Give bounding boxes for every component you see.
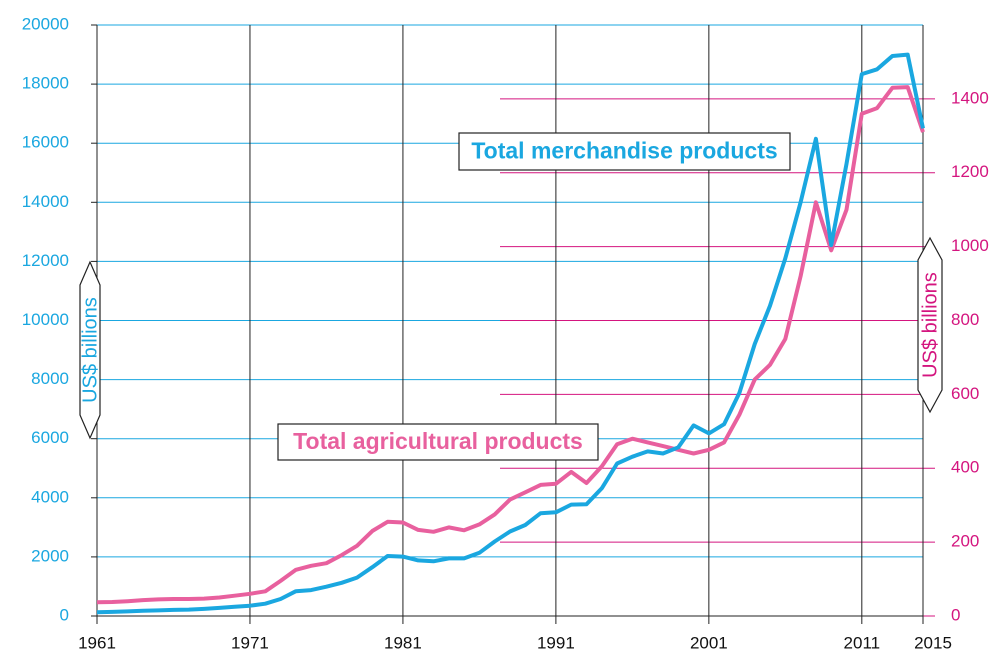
y-tick-label: 6000 bbox=[31, 428, 69, 447]
y2-tick-label: 1200 bbox=[951, 162, 989, 181]
x-tick-label: 1981 bbox=[384, 633, 422, 652]
x-tick-label: 2001 bbox=[690, 633, 728, 652]
y-tick-label: 2000 bbox=[31, 546, 69, 565]
y-axis-label: US$ billions bbox=[79, 297, 101, 403]
y2-tick-label: 200 bbox=[951, 532, 979, 551]
y-tick-label: 0 bbox=[60, 605, 69, 624]
y-tick-label: 10000 bbox=[22, 310, 69, 329]
x-tick-label: 1971 bbox=[231, 633, 269, 652]
x-tick-label: 1991 bbox=[537, 633, 575, 652]
y-tick-label: 18000 bbox=[22, 74, 69, 93]
y-tick-label: 16000 bbox=[22, 133, 69, 152]
x-tick-label: 2011 bbox=[844, 633, 881, 652]
y-tick-label: 8000 bbox=[31, 369, 69, 388]
y2-tick-label: 400 bbox=[951, 458, 979, 477]
y2-tick-label: 1400 bbox=[951, 88, 989, 107]
series-line bbox=[96, 52, 925, 615]
y2-tick-label: 0 bbox=[951, 605, 960, 624]
y2-tick-label: 800 bbox=[951, 310, 979, 329]
y-tick-label: 20000 bbox=[22, 14, 69, 33]
x-tick-label: 2015 bbox=[914, 633, 952, 652]
right-label-box: US$ billions bbox=[917, 236, 943, 414]
annotation: Total merchandise products bbox=[471, 138, 777, 164]
annotation: Total agricultural products bbox=[293, 428, 583, 454]
left-label-box: US$ billions bbox=[79, 260, 101, 440]
annotation-box bbox=[277, 423, 599, 461]
x-tick-label: 1961 bbox=[78, 633, 116, 652]
y2-tick-label: 1000 bbox=[951, 236, 989, 255]
series-line bbox=[96, 85, 925, 605]
grid bbox=[91, 24, 935, 624]
y-tick-label: 12000 bbox=[22, 251, 69, 270]
annotation-box bbox=[458, 132, 791, 171]
y2-tick-label: 600 bbox=[951, 384, 979, 403]
y-tick-label: 14000 bbox=[22, 192, 69, 211]
y-tick-label: 4000 bbox=[31, 487, 69, 506]
y2-axis-label: US$ billions bbox=[919, 272, 941, 378]
